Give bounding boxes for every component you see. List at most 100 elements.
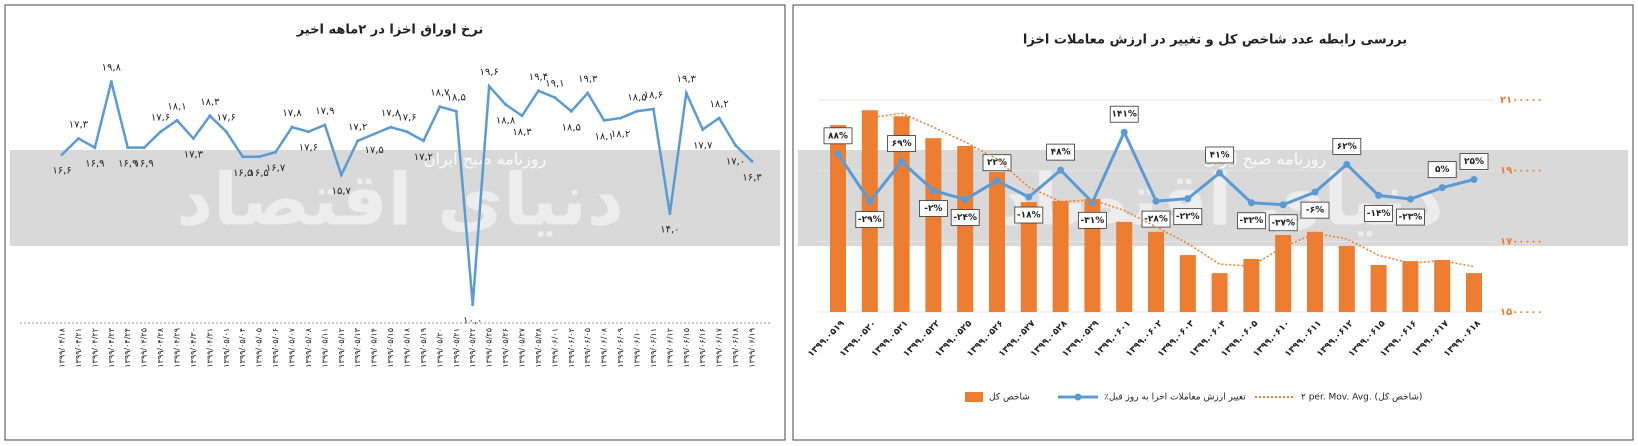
x-tick-label: ۱۳۹۹/۰۶/۱۶ bbox=[698, 328, 707, 368]
x-tick-label: ۱۳۹۹/۰۶/۱۵ bbox=[682, 328, 691, 368]
chart-title: بررسی رابطه عدد شاخص کل و تغییر در ارزش … bbox=[1023, 33, 1407, 48]
data-label: ۱۶,۹ bbox=[118, 159, 137, 170]
x-tick-label: ۱۳۹۹/۰۵/۲۸ bbox=[534, 327, 543, 367]
point bbox=[356, 139, 360, 143]
data-label: ۱۷,۶ bbox=[217, 113, 236, 124]
point bbox=[159, 130, 163, 134]
data-label: ۱۷,۶ bbox=[151, 113, 170, 124]
point bbox=[290, 125, 294, 129]
data-label: ۱۸,۲ bbox=[611, 129, 630, 140]
watermark-brand: دنیای اقتصاد bbox=[176, 158, 624, 242]
bar bbox=[1211, 273, 1228, 312]
data-label: ۲۵% bbox=[1464, 157, 1484, 167]
data-label: ۱۰,۰ bbox=[463, 316, 482, 327]
x-tick-label: ۱۳۹۹/۰۵/۲۱ bbox=[452, 328, 461, 368]
data-label: ۱۸,۶ bbox=[644, 90, 663, 101]
x-tick-label: ۱۳۹۹/۰۵/۱۲ bbox=[337, 328, 346, 368]
point bbox=[1279, 201, 1287, 209]
data-label: ۸۸% bbox=[828, 131, 848, 141]
point bbox=[257, 155, 261, 159]
x-tick-label: ۱۳۹۹/۰۵/۲۶ bbox=[501, 328, 510, 368]
data-label: -۶% bbox=[1306, 206, 1324, 216]
data-label-box bbox=[1046, 143, 1075, 161]
point bbox=[929, 187, 937, 195]
bar bbox=[1402, 261, 1419, 312]
data-label: ۱۸,۲ bbox=[709, 99, 728, 110]
x-tick-label: ۱۳۹۹/۰۵/۰۸ bbox=[304, 327, 313, 367]
x-tick-label: ۱۳۹۹/۰۴/۳۰ bbox=[189, 328, 198, 368]
x-tick-label: ۱۳۹۹/۰۶/۰۹ bbox=[616, 328, 625, 368]
data-label: -۲۹% bbox=[858, 215, 882, 225]
x-tick-label: ۱۳۹۹/۰۵/۲۵ bbox=[485, 328, 494, 368]
point bbox=[1025, 193, 1033, 201]
point bbox=[76, 137, 80, 141]
point bbox=[834, 150, 842, 158]
data-label: -۲% bbox=[924, 204, 942, 214]
y-tick-label: ۱۹۰۰۰۰۰ bbox=[1500, 166, 1543, 177]
data-label-box bbox=[1427, 161, 1457, 179]
bar bbox=[1275, 234, 1292, 312]
point bbox=[1184, 195, 1192, 203]
x-tick-label: ۱۳۹۹/۰۵/۰۷ bbox=[288, 327, 297, 367]
bar bbox=[1148, 231, 1164, 312]
y-tick-label: ۱۵۰۰۰۰۰ bbox=[1500, 307, 1543, 318]
y-tick-label: ۱۷۰۰۰۰۰ bbox=[1500, 236, 1543, 247]
bar bbox=[1116, 221, 1133, 312]
point bbox=[471, 303, 475, 307]
data-label: -۳۱% bbox=[1081, 216, 1105, 226]
bar bbox=[925, 138, 942, 312]
x-tick-label: ۱۳۹۹/۰۴/۲۲ bbox=[90, 328, 99, 368]
data-label-box bbox=[1078, 211, 1107, 229]
point bbox=[651, 107, 655, 111]
point bbox=[208, 114, 212, 118]
data-label-box bbox=[855, 211, 885, 228]
point bbox=[389, 125, 393, 129]
point bbox=[750, 159, 754, 163]
x-tick-label: ۱۳۹۹/۰۶/۱۷ bbox=[715, 327, 724, 367]
point bbox=[1247, 199, 1255, 207]
bar bbox=[1179, 255, 1196, 312]
point bbox=[372, 132, 376, 136]
x-tick-label: ۱۳۹۹/۰۶/۱۱ bbox=[649, 328, 658, 368]
x-tick-label: ۱۳۹۹/۰۵/۰۴ bbox=[238, 328, 247, 368]
data-label-box bbox=[887, 135, 916, 152]
data-label: ۱۹,۳ bbox=[677, 74, 697, 85]
data-label: -۲۴% bbox=[953, 213, 977, 223]
data-label: ۱۹,۱ bbox=[545, 79, 564, 90]
point bbox=[536, 89, 540, 93]
data-label: ۱۶,۹ bbox=[85, 159, 104, 170]
x-tick-label: ۱۳۹۹/۰۵/۱۵ bbox=[386, 328, 395, 368]
point bbox=[306, 130, 310, 134]
point bbox=[520, 114, 524, 118]
point bbox=[717, 116, 721, 120]
data-label: ۱۷,۸ bbox=[282, 108, 302, 119]
x-tick-label: ۱۳۹۹/۰۵/۱۸ bbox=[403, 327, 412, 367]
point bbox=[1343, 160, 1351, 168]
point bbox=[668, 212, 672, 216]
data-label: ۱۷,۶ bbox=[299, 143, 318, 154]
point bbox=[1375, 191, 1383, 199]
point bbox=[1057, 166, 1065, 174]
point bbox=[224, 130, 228, 134]
point bbox=[339, 173, 343, 177]
data-label: ۱۶,۳ bbox=[742, 172, 762, 183]
data-label: ۵% bbox=[1435, 165, 1450, 175]
point bbox=[175, 118, 179, 122]
data-label: -۲۸% bbox=[1144, 215, 1168, 225]
data-label-box bbox=[1268, 214, 1298, 232]
bar bbox=[1020, 202, 1037, 312]
data-label: ۱۷,۲ bbox=[348, 122, 367, 133]
point bbox=[438, 105, 442, 109]
data-label: ۱۸,۳ bbox=[200, 97, 220, 108]
x-tick-label: ۱۳۹۹/۰۴/۲۳ bbox=[107, 327, 116, 367]
bar bbox=[1370, 265, 1387, 312]
data-label-box bbox=[919, 200, 948, 217]
x-tick-label: ۱۳۹۹/۰۵/۲۰ bbox=[435, 328, 444, 368]
data-label-box bbox=[1014, 206, 1044, 224]
point bbox=[898, 158, 906, 166]
data-label: ۶۹% bbox=[892, 139, 912, 149]
point bbox=[454, 109, 458, 113]
data-label: -۳۲% bbox=[1240, 216, 1264, 226]
data-label: ۲۲% bbox=[987, 158, 1007, 168]
